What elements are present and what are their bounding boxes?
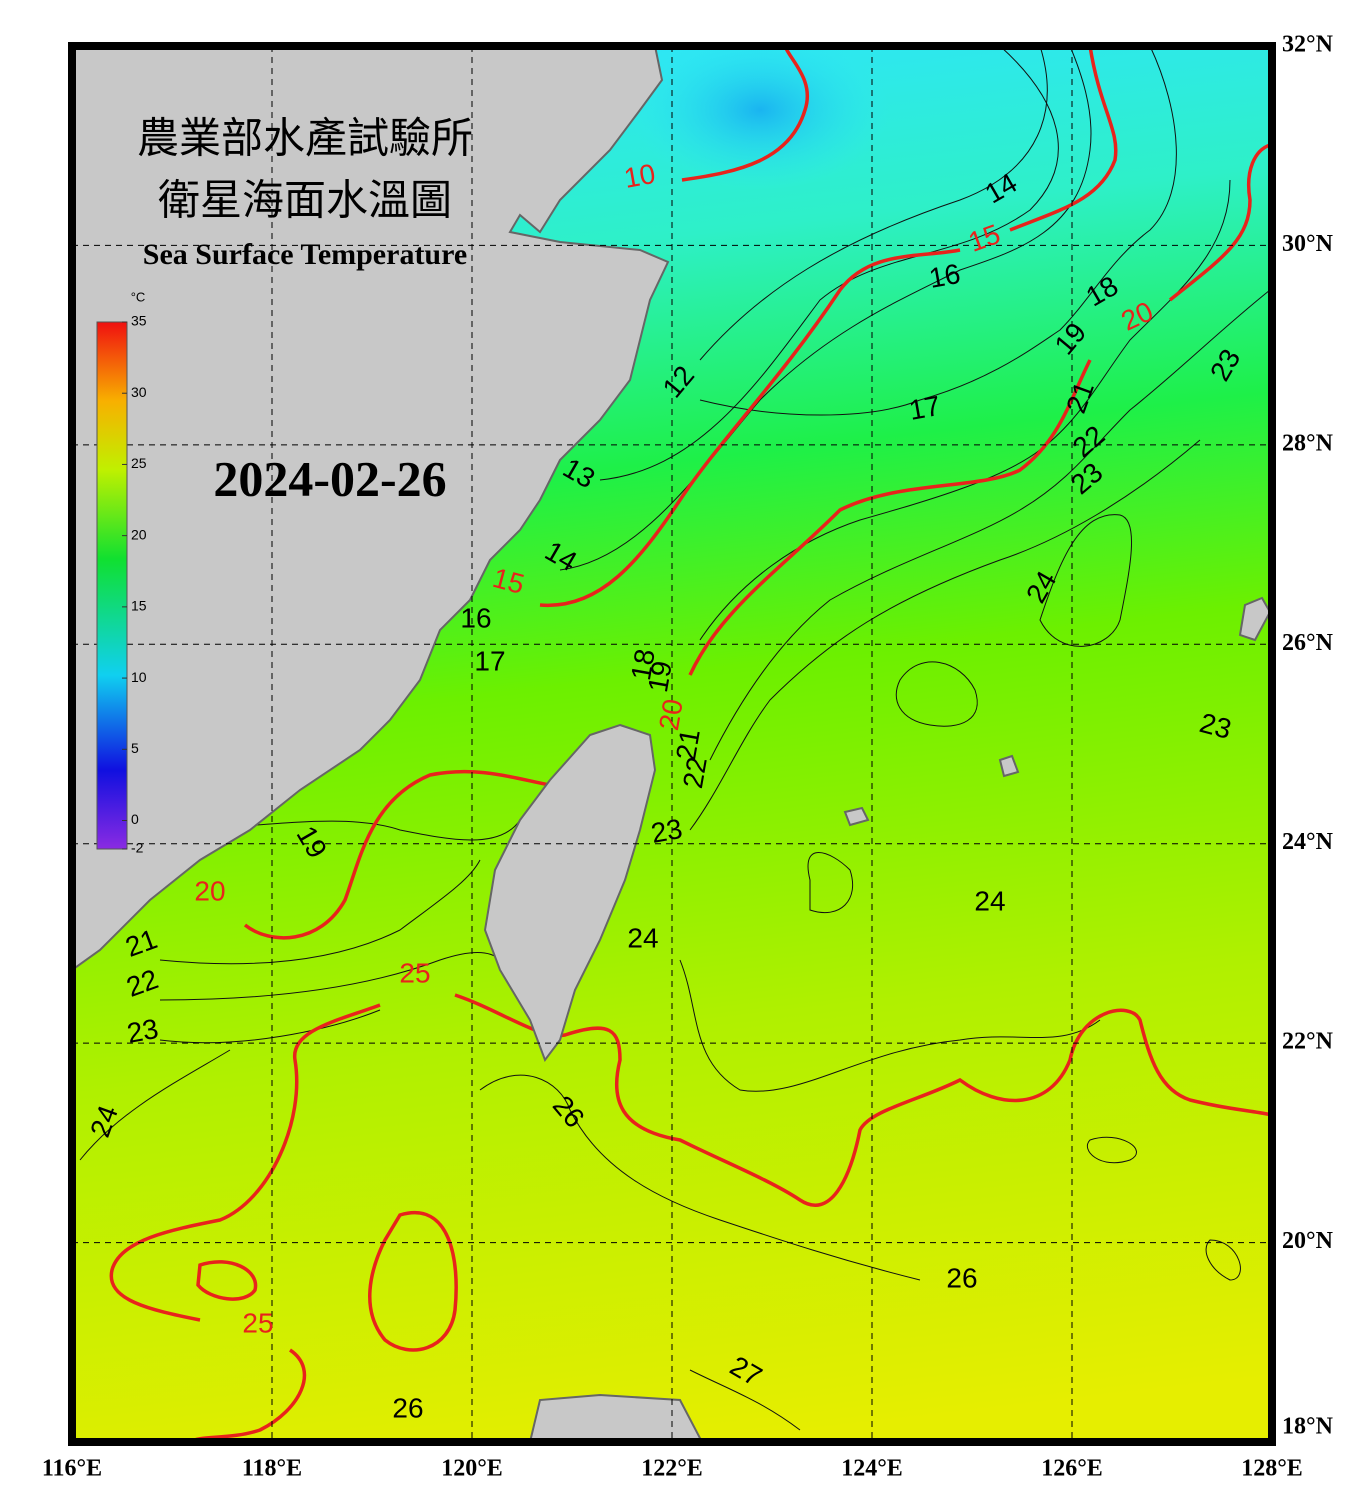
contour-label: 21 bbox=[670, 727, 706, 763]
title-zh: 農業部水產試驗所 bbox=[137, 116, 473, 163]
y-tick-label: 22°N bbox=[1282, 1029, 1334, 1055]
grid bbox=[72, 46, 1272, 1442]
x-tick-label: 126°E bbox=[1041, 1456, 1103, 1482]
x-tick-label: 120°E bbox=[441, 1456, 503, 1482]
contour-label: 23 bbox=[125, 1013, 161, 1049]
contour-label: 26 bbox=[392, 1392, 423, 1423]
colorbar-tick-label: 25 bbox=[131, 455, 147, 471]
title-en: Sea Surface Temperature bbox=[143, 238, 467, 271]
frame bbox=[68, 42, 1276, 1446]
y-tick-label: 28°N bbox=[1282, 430, 1334, 456]
colorbar-tick-label: -2 bbox=[131, 840, 144, 856]
colorbar-unit: °C bbox=[131, 289, 146, 304]
contour-label: 24 bbox=[627, 922, 658, 953]
colorbar-tick-label: 15 bbox=[131, 598, 147, 614]
subtitle-zh: 衛星海面水溫圖 bbox=[158, 179, 452, 225]
isotherm-minor bbox=[79, 46, 1271, 1431]
date: 2024-02-26 bbox=[213, 450, 446, 506]
colorbar-tick-label: 30 bbox=[131, 384, 147, 400]
isotherm-major bbox=[109, 46, 1272, 1442]
cold-water bbox=[630, 46, 890, 190]
contour-label: 26 bbox=[946, 1262, 977, 1293]
contour-label: 20 bbox=[194, 875, 225, 906]
contour-label: 17 bbox=[474, 645, 505, 676]
y-tick-label: 20°N bbox=[1282, 1228, 1334, 1254]
y-tick-label: 26°N bbox=[1282, 630, 1334, 656]
colorbar-tick-label: 0 bbox=[131, 811, 139, 827]
contour-label: 22 bbox=[677, 755, 713, 791]
contour-label: 17 bbox=[907, 390, 943, 426]
land bbox=[72, 46, 1272, 1442]
contour-label: 23 bbox=[649, 813, 685, 849]
y-tick-label: 24°N bbox=[1282, 829, 1334, 855]
contour-label: 10 bbox=[622, 158, 658, 194]
contour-label: 16 bbox=[460, 602, 491, 633]
x-tick-label: 122°E bbox=[641, 1456, 703, 1482]
x-tick-label: 116°E bbox=[42, 1456, 102, 1482]
y-tick-label: 30°N bbox=[1282, 231, 1334, 257]
colorbar-tick-label: 5 bbox=[131, 740, 139, 756]
colorbar-tick-label: 35 bbox=[131, 313, 147, 329]
contour-label: 18 bbox=[625, 647, 661, 683]
contour-label: 20 bbox=[653, 697, 689, 733]
colorbar-tick-label: 20 bbox=[131, 526, 147, 542]
x-tick-label: 118°E bbox=[242, 1456, 302, 1482]
contour-label: 19 bbox=[642, 659, 678, 695]
colorbar bbox=[96, 321, 128, 850]
colorbar-tick-label: 10 bbox=[131, 669, 147, 685]
y-tick-label: 18°N bbox=[1282, 1414, 1334, 1440]
contour-label: 25 bbox=[399, 957, 430, 988]
y-tick-label: 32°N bbox=[1282, 32, 1334, 58]
contour-label: 16 bbox=[927, 258, 963, 294]
contour-label: 25 bbox=[242, 1307, 273, 1338]
contour-label: 24 bbox=[974, 885, 1005, 916]
x-tick-label: 128°E bbox=[1241, 1456, 1303, 1482]
x-tick-label: 124°E bbox=[841, 1456, 903, 1482]
